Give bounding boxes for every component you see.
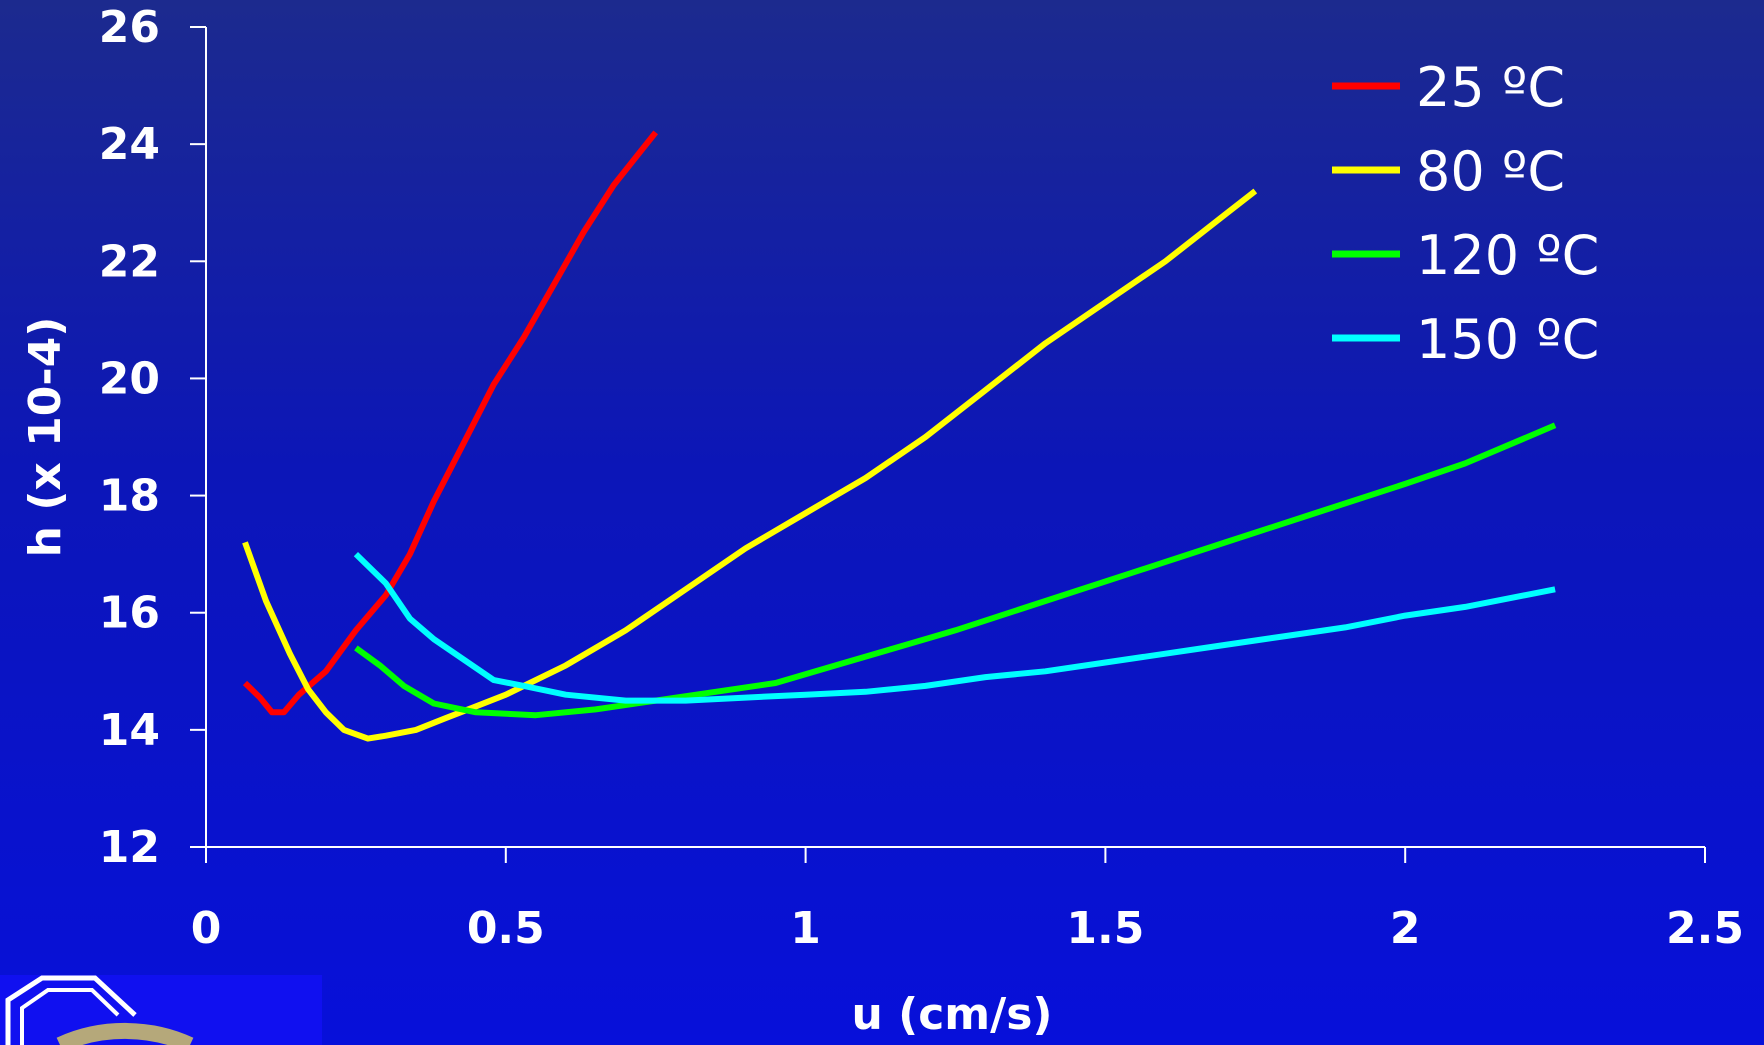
- y-ticks: 12 14 16 18 20 22 24 26: [99, 2, 206, 873]
- y-axis-title: h (x 10-4): [20, 317, 71, 558]
- x-tick-label: 0: [191, 903, 222, 954]
- series-line-0: [242, 130, 659, 716]
- y-tick-label: 26: [99, 2, 160, 53]
- legend: 25 ºC 80 ºC 120 ºC 150 ºC: [1332, 56, 1599, 371]
- y-tick-label: 20: [99, 353, 160, 404]
- x-ticks: 0 0.5 1 1.5 2 2.5: [191, 847, 1744, 954]
- axes: 12 14 16 18 20 22 24 26 0 0.5 1 1.5 2 2.5: [99, 2, 1744, 954]
- y-tick-label: 16: [99, 588, 160, 639]
- logo-outline: [5, 975, 137, 1045]
- logo-arc: [56, 1022, 194, 1045]
- x-tick-label: 0.5: [467, 903, 545, 954]
- series-line-3: [353, 551, 1556, 704]
- x-tick-label: 1: [790, 903, 821, 954]
- y-tick-label: 14: [99, 705, 160, 756]
- series-line-2: [354, 422, 1557, 719]
- x-tick-label: 2: [1390, 903, 1421, 954]
- legend-label: 25 ºC: [1416, 56, 1565, 119]
- x-axis-title: u (cm/s): [851, 989, 1052, 1040]
- legend-label: 150 ºC: [1416, 308, 1599, 371]
- y-tick-label: 22: [99, 236, 160, 287]
- series-line-1: [242, 188, 1258, 742]
- legend-label: 80 ºC: [1416, 140, 1565, 203]
- x-tick-label: 2.5: [1666, 903, 1744, 954]
- y-tick-label: 24: [99, 119, 160, 170]
- series-group: [242, 130, 1557, 742]
- y-tick-label: 12: [99, 822, 160, 873]
- legend-label: 120 ºC: [1416, 224, 1599, 287]
- x-tick-label: 1.5: [1066, 903, 1144, 954]
- institution-logo: [0, 975, 322, 1045]
- y-tick-label: 18: [99, 471, 160, 522]
- logo-inner-outline: [20, 988, 120, 1045]
